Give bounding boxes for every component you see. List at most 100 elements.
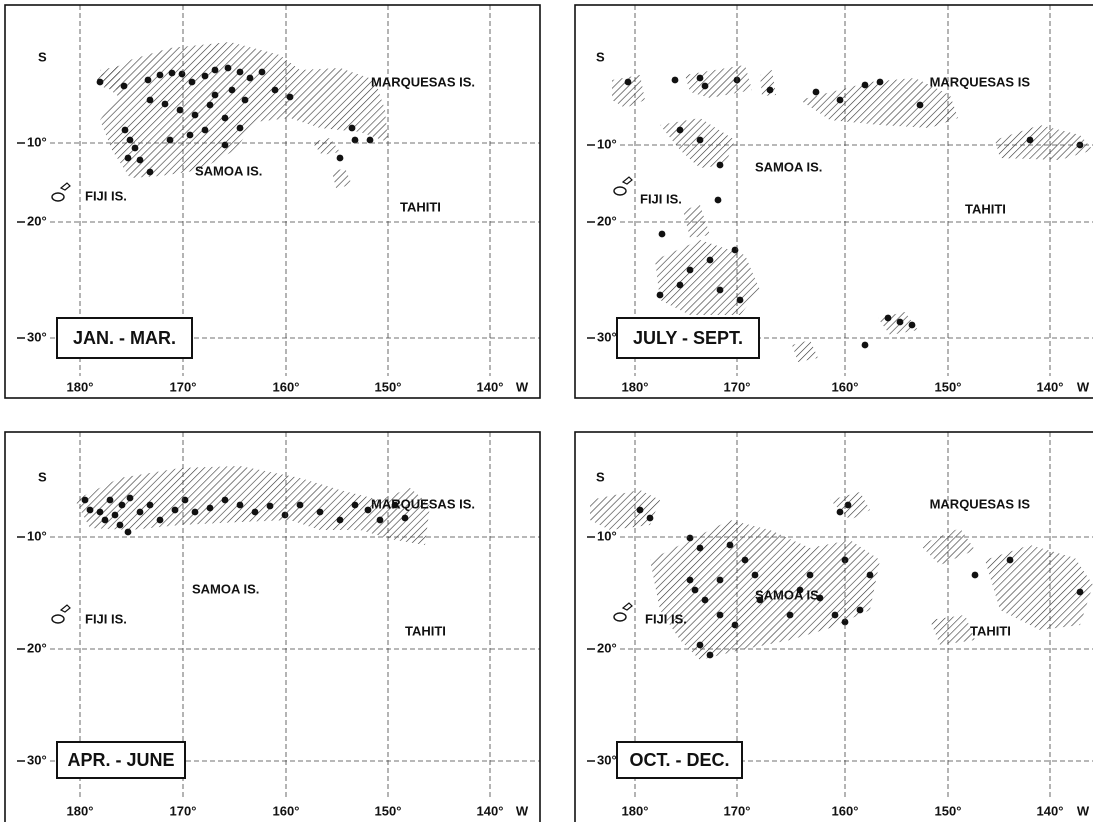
panel-frame — [4, 431, 541, 822]
hatched-region — [683, 205, 710, 238]
hatched-region — [800, 78, 958, 128]
map-panel: 10° 20° 30° 180° 170° 160° 150° 140° S W MARQUESAS… — [4, 431, 541, 822]
observation-dot — [841, 618, 849, 626]
longitude-hemisphere: W — [516, 803, 529, 818]
observation-dot — [171, 506, 179, 514]
longitude-label: 140° — [477, 803, 504, 818]
observation-dot — [258, 68, 266, 76]
latitude-label: 10° — [597, 528, 617, 543]
observation-dot — [178, 70, 186, 78]
latitude-label: 10° — [27, 528, 47, 543]
observation-dot — [696, 74, 704, 82]
observation-dot — [168, 69, 176, 77]
observation-dot — [676, 281, 684, 289]
hatched-region — [920, 528, 975, 565]
observation-dot — [96, 78, 104, 86]
longitude-label: 150° — [935, 379, 962, 394]
longitude-hemisphere: W — [516, 379, 529, 394]
observation-dot — [766, 86, 774, 94]
observation-dot — [908, 321, 916, 329]
panel-frame — [574, 431, 1093, 822]
latitude-hemisphere: S — [38, 49, 47, 64]
observation-dot — [726, 541, 734, 549]
place-label: TAHITI — [405, 623, 446, 638]
observation-dot — [716, 611, 724, 619]
observation-dot — [146, 96, 154, 104]
hatched-region — [100, 66, 120, 90]
observation-dot — [714, 196, 722, 204]
longitude-label: 180° — [67, 379, 94, 394]
observation-dot — [211, 91, 219, 99]
observation-dot — [186, 131, 194, 139]
place-label: MARQUESAS IS — [930, 496, 1031, 511]
place-label: SAMOA IS. — [192, 581, 259, 596]
observation-dot — [221, 114, 229, 122]
observation-dot — [201, 72, 209, 80]
fiji-island — [621, 176, 633, 185]
place-label: SAMOA IS. — [195, 163, 262, 178]
observation-dot — [156, 516, 164, 524]
observation-dot — [120, 82, 128, 90]
longitude-label: 160° — [273, 379, 300, 394]
observation-dot — [751, 571, 759, 579]
observation-dot — [706, 651, 714, 659]
observation-dot — [671, 76, 679, 84]
observation-dot — [701, 82, 709, 90]
latitude-label: 30° — [27, 752, 47, 767]
longitude-label: 180° — [622, 803, 649, 818]
observation-dot — [221, 496, 229, 504]
observation-dot — [646, 514, 654, 522]
observation-dot — [126, 136, 134, 144]
place-label: MARQUESAS IS — [930, 74, 1031, 89]
observation-dot — [81, 496, 89, 504]
observation-dot — [286, 93, 294, 101]
observation-dot — [251, 508, 259, 516]
observation-dot — [876, 78, 884, 86]
observation-dot — [166, 136, 174, 144]
observation-dot — [691, 586, 699, 594]
hatched-region — [312, 138, 340, 155]
observation-dot — [124, 154, 132, 162]
observation-dot — [266, 502, 274, 510]
observation-dot — [191, 111, 199, 119]
observation-dot — [676, 126, 684, 134]
longitude-label: 160° — [832, 379, 859, 394]
longitude-label: 170° — [170, 379, 197, 394]
observation-dot — [111, 511, 119, 519]
observation-dot — [686, 576, 694, 584]
hatched-region — [612, 75, 645, 108]
observation-dot — [884, 314, 892, 322]
observation-dot — [658, 230, 666, 238]
observation-dot — [156, 71, 164, 79]
observation-dot — [856, 606, 864, 614]
observation-dot — [351, 136, 359, 144]
observation-dot — [831, 611, 839, 619]
observation-dot — [636, 506, 644, 514]
season-box — [616, 317, 760, 359]
latitude-label: 20° — [27, 640, 47, 655]
observation-dot — [806, 571, 814, 579]
longitude-hemisphere: W — [1077, 803, 1090, 818]
observation-dot — [211, 66, 219, 74]
longitude-label: 150° — [375, 803, 402, 818]
place-label: TAHITI — [970, 623, 1011, 638]
observation-dot — [146, 168, 154, 176]
season-label: OCT. - DEC. — [629, 750, 729, 770]
panel-frame — [4, 4, 541, 399]
observation-dot — [116, 521, 124, 529]
longitude-label: 180° — [67, 803, 94, 818]
observation-dot — [844, 501, 852, 509]
observation-dot — [271, 86, 279, 94]
observation-dot — [101, 516, 109, 524]
observation-dot — [336, 516, 344, 524]
observation-dot — [131, 144, 139, 152]
observation-dot — [296, 501, 304, 509]
hatched-region — [655, 240, 760, 315]
observation-dot — [241, 96, 249, 104]
map-panel: 10° 20° 30° 180° 170° 160° 150° 140° S W MARQUESAS… — [574, 431, 1093, 822]
observation-dot — [836, 96, 844, 104]
longitude-label: 170° — [170, 803, 197, 818]
observation-dot — [716, 576, 724, 584]
